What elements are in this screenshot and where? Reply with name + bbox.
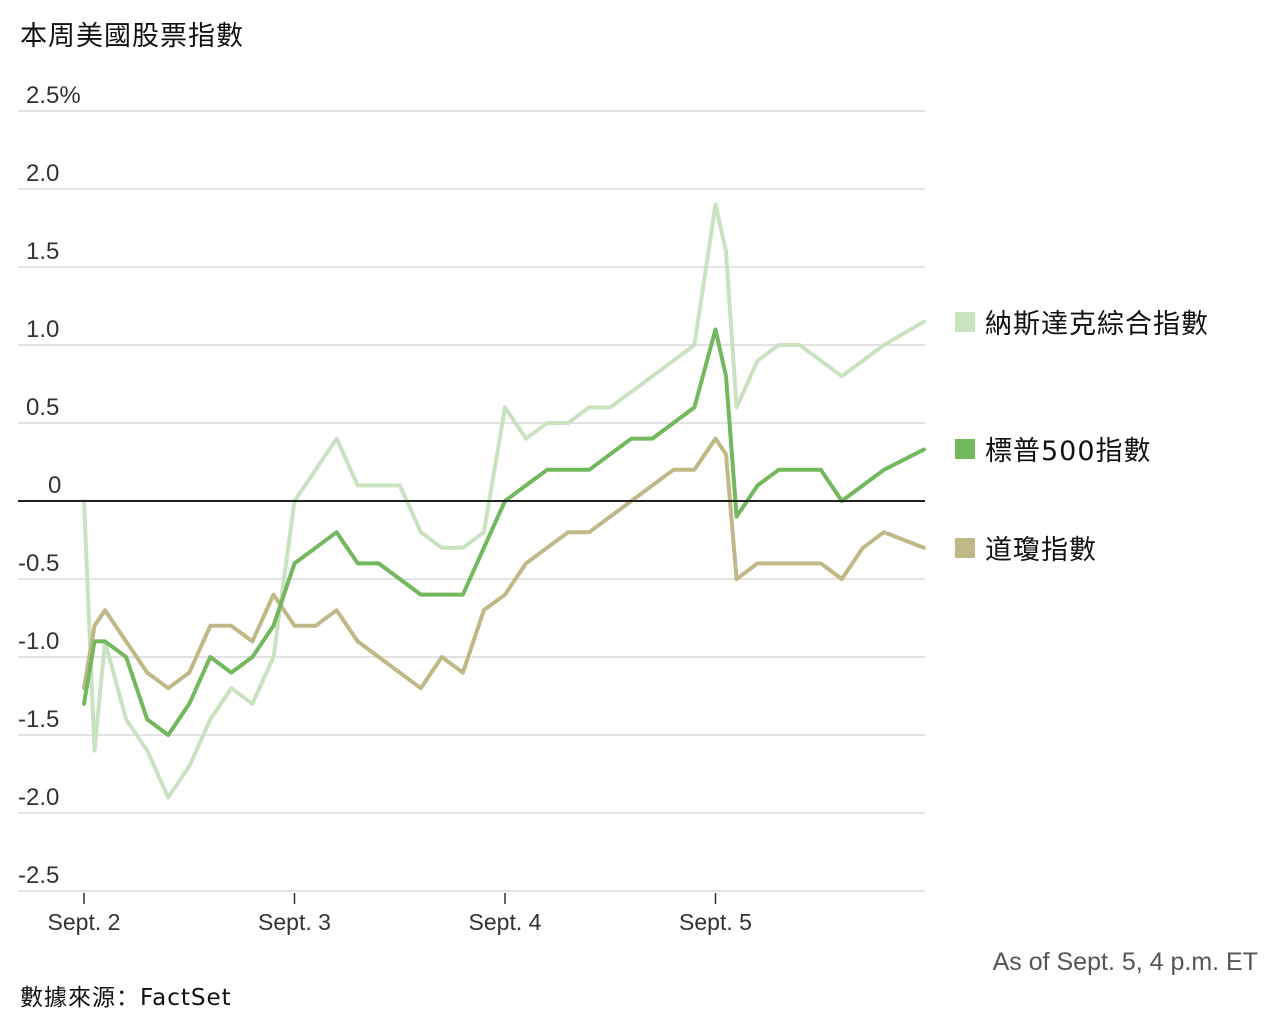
y-tick-label: -1.5 — [18, 706, 59, 733]
series-line — [82, 327, 926, 737]
y-tick-label: -2.5 — [18, 862, 59, 889]
y-tick-label: 0.5 — [26, 394, 59, 421]
y-tick-label: -0.5 — [18, 550, 59, 577]
y-tick-label: 0 — [48, 472, 61, 499]
y-tick-label: 2.0 — [26, 160, 59, 187]
x-tick-label: Sept. 4 — [469, 909, 542, 935]
legend-item-nasdaq: 納斯達克綜合指數 — [955, 302, 1209, 341]
legend-swatch-nasdaq — [955, 311, 975, 332]
chart-title: 本周美國股票指數 — [20, 21, 244, 52]
y-tick-label: -2.0 — [18, 784, 59, 811]
legend-item-sp500: 標普500指數 — [955, 429, 1152, 468]
y-tick-label: 2.5% — [26, 82, 81, 109]
y-tick-label: 1.5 — [26, 238, 59, 265]
y-tick-label: 1.0 — [26, 316, 59, 343]
source-credit: 數據來源：FactSet — [20, 985, 232, 1011]
x-tick-label: Sept. 2 — [48, 909, 121, 935]
legend-item-dow: 道瓊指數 — [955, 528, 1097, 567]
legend-swatch-dow — [955, 537, 975, 558]
series-line — [82, 436, 926, 691]
timestamp-note: As of Sept. 5, 4 p.m. ET — [992, 948, 1258, 976]
legend-label-dow: 道瓊指數 — [985, 535, 1097, 566]
x-tick-label: Sept. 3 — [258, 909, 331, 935]
x-tick-label: Sept. 5 — [679, 909, 752, 935]
y-tick-label: -1.0 — [18, 628, 59, 655]
legend-swatch-sp500 — [955, 438, 975, 459]
legend-label-sp500: 標普500指數 — [985, 436, 1152, 467]
series-line — [82, 202, 926, 800]
legend-label-nasdaq: 納斯達克綜合指數 — [985, 309, 1209, 340]
